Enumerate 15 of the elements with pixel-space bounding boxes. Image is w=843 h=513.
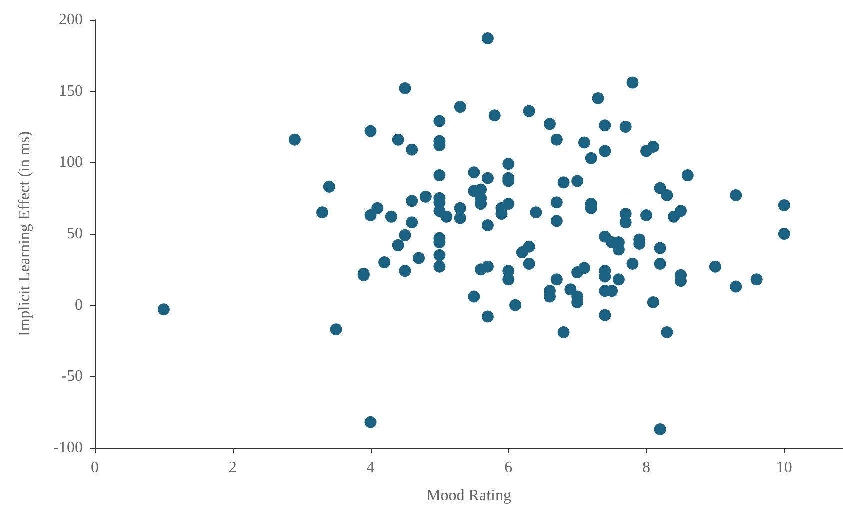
x-axis-title: Mood Rating — [426, 488, 512, 504]
y-tick-label: -100 — [54, 440, 83, 456]
y-tick-label: 150 — [59, 82, 83, 100]
y-tick-label: 0 — [75, 296, 83, 314]
x-tick-label: 6 — [504, 460, 513, 476]
x-tick-label: 8 — [642, 460, 651, 476]
x-tick-label: 2 — [228, 460, 237, 476]
x-tick-label: 4 — [366, 460, 375, 476]
x-tick-label: 0 — [91, 460, 99, 476]
y-tick-label: 50 — [67, 226, 83, 242]
y-tick-label: 100 — [59, 154, 83, 172]
y-tick-label: 200 — [59, 12, 83, 28]
y-tick-label: -50 — [62, 368, 83, 386]
x-tick-label: 10 — [776, 460, 792, 476]
y-axis-title: Implicit Learning Effect (in ms) — [16, 132, 34, 336]
